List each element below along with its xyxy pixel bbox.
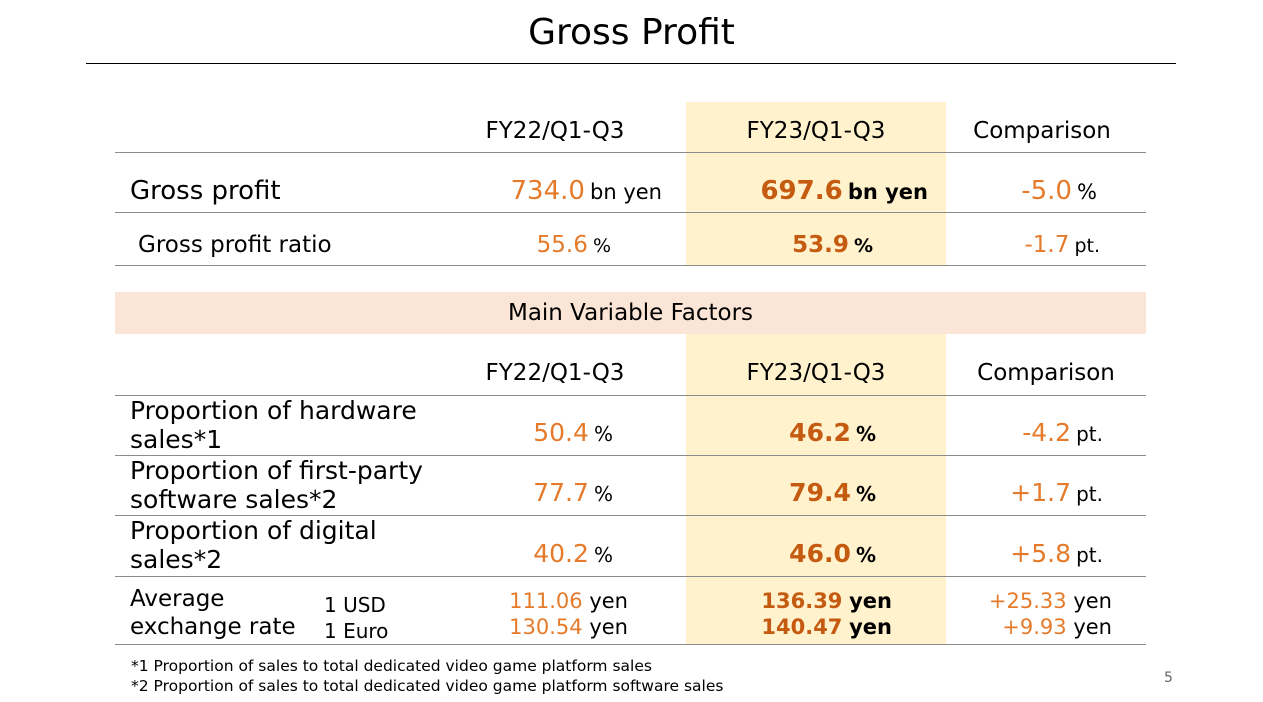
hardware-proportion-fy23: 46.2 %	[789, 418, 876, 447]
row-divider	[115, 455, 1146, 456]
top-header-comparison: Comparison	[973, 118, 1111, 144]
factors-banner-title: Main Variable Factors	[507, 300, 754, 326]
row-label-hardware-proportion: Proportion of hardware sales*1	[130, 396, 417, 454]
gross-profit-fy23: 697.6 bn yen	[760, 176, 928, 206]
exchange-rate-fy22: 111.06 yen 130.54 yen	[509, 589, 628, 639]
exchange-rate-fy23: 136.39 yen 140.47 yen	[761, 589, 892, 639]
fy23-column-highlight-top	[686, 102, 946, 266]
row-label-gross-profit-ratio: Gross profit ratio	[138, 232, 332, 258]
factors-header-comparison: Comparison	[977, 360, 1115, 386]
digital-proportion-fy22: 40.2 %	[533, 539, 613, 568]
row-label-gross-profit: Gross profit	[130, 176, 281, 206]
row-divider	[115, 576, 1146, 577]
row-label-digital-proportion: Proportion of digital sales*2	[130, 516, 377, 574]
row-label-exchange-rate: Average exchange rate	[130, 586, 296, 640]
exchange-rate-comparison: +25.33 yen +9.93 yen	[988, 589, 1112, 639]
row-divider	[115, 395, 1146, 396]
exchange-currencies: 1 USD 1 Euro	[324, 592, 388, 644]
row-label-first-party-proportion: Proportion of first-party software sales…	[130, 456, 423, 514]
first-party-proportion-comparison: +1.7 pt.	[1010, 478, 1103, 507]
digital-proportion-comparison: +5.8 pt.	[1010, 539, 1103, 568]
gross-profit-ratio-fy22: 55.6 %	[536, 232, 611, 258]
top-header-fy23: FY23/Q1-Q3	[746, 118, 886, 144]
first-party-proportion-fy23: 79.4 %	[789, 478, 876, 507]
first-party-proportion-fy22: 77.7 %	[533, 478, 613, 507]
footnote-1: *1 Proportion of sales to total dedicate…	[131, 657, 652, 675]
gross-profit-ratio-fy23: 53.9 %	[792, 232, 873, 258]
currency-euro: 1 Euro	[324, 619, 389, 643]
digital-proportion-fy23: 46.0 %	[789, 539, 876, 568]
top-header-fy22: FY22/Q1-Q3	[485, 118, 625, 144]
row-divider	[115, 644, 1146, 645]
fy23-column-highlight-bottom	[686, 334, 946, 645]
row-divider	[115, 265, 1146, 266]
factors-header-fy23: FY23/Q1-Q3	[746, 360, 886, 386]
row-divider	[115, 212, 1146, 213]
row-divider	[115, 152, 1146, 153]
factors-banner	[115, 292, 1146, 334]
row-divider	[115, 515, 1146, 516]
currency-usd: 1 USD	[324, 593, 386, 617]
page-title: Gross Profit	[528, 12, 735, 53]
footnote-2: *2 Proportion of sales to total dedicate…	[131, 677, 724, 695]
page-number: 5	[1164, 670, 1173, 686]
hardware-proportion-comparison: -4.2 pt.	[1022, 418, 1103, 447]
gross-profit-fy22: 734.0 bn yen	[510, 176, 662, 206]
hardware-proportion-fy22: 50.4 %	[533, 418, 613, 447]
gross-profit-comparison: -5.0 %	[1021, 176, 1097, 206]
factors-header-fy22: FY22/Q1-Q3	[485, 360, 625, 386]
gross-profit-ratio-comparison: -1.7 pt.	[1024, 232, 1100, 258]
title-divider	[86, 63, 1176, 64]
